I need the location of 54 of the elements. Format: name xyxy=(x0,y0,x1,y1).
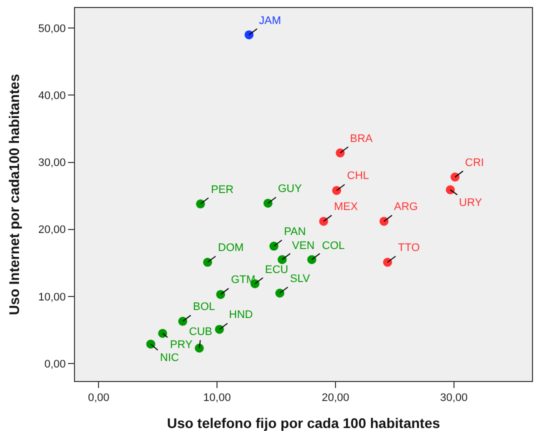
x-tick-label: 30,00 xyxy=(440,392,468,404)
annotation: GUY xyxy=(278,183,302,195)
annotation: CRI xyxy=(465,157,484,169)
annotation: PRY xyxy=(170,339,194,351)
point xyxy=(269,242,278,251)
point xyxy=(446,185,455,194)
x-tick-label: 0,00 xyxy=(88,392,110,404)
point xyxy=(307,255,316,264)
annotation: MEX xyxy=(334,201,358,213)
point xyxy=(263,198,272,208)
point xyxy=(319,216,328,226)
annotation: COL xyxy=(322,240,345,252)
point xyxy=(278,255,287,264)
annotation: CHL xyxy=(347,170,370,182)
annotation: CUB xyxy=(189,326,212,338)
point xyxy=(196,199,205,208)
annotation: PER xyxy=(211,184,234,196)
y-tick-label: 50,00 xyxy=(38,22,66,35)
point xyxy=(158,328,168,338)
point xyxy=(332,186,342,195)
annotation: ECU xyxy=(265,264,288,276)
point xyxy=(244,30,254,40)
annotation: HND xyxy=(229,309,253,321)
point xyxy=(383,258,392,267)
point xyxy=(336,148,345,158)
annotation: JAM xyxy=(259,15,281,27)
point xyxy=(178,316,188,326)
point xyxy=(203,258,212,267)
annotation: DOM xyxy=(218,242,244,254)
y-tick-label: 30,00 xyxy=(38,157,66,170)
annotation: BRA xyxy=(350,133,374,145)
point xyxy=(146,340,156,349)
annotation: NIC xyxy=(160,352,179,364)
annotation: URY xyxy=(459,197,483,209)
annotation: SLV xyxy=(290,273,311,285)
point xyxy=(194,344,204,353)
y-tick-label: 0,00 xyxy=(44,358,66,370)
y-tick-label: 10,00 xyxy=(38,291,66,304)
point xyxy=(275,288,284,298)
annotation: VEN xyxy=(292,240,315,252)
annotation: BOL xyxy=(193,301,216,313)
y-tick-label: 20,00 xyxy=(38,224,66,236)
annotation: ARG xyxy=(394,201,418,213)
point xyxy=(380,216,389,226)
annotation: TTO xyxy=(398,242,420,254)
x-tick-label: 20,00 xyxy=(322,392,350,404)
point xyxy=(450,172,460,182)
annotation: PAN xyxy=(284,226,306,238)
y-axis-title: Uso Internet por cada100 habitantes xyxy=(6,74,22,316)
point xyxy=(214,324,224,334)
x-axis-title: Uso telefono fijo por cada 100 habitantes xyxy=(166,415,440,431)
point xyxy=(216,290,226,299)
y-tick-label: 40,00 xyxy=(38,90,66,102)
x-tick-label: 10,00 xyxy=(203,392,231,404)
